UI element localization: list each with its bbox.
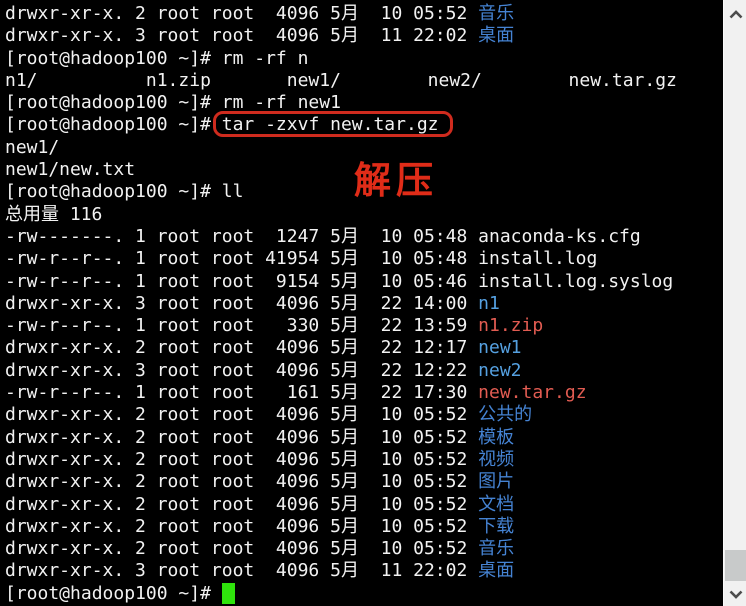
- terminal-text: drwxr-xr-x. 3 root root 4096 5月 22 12:22: [5, 359, 479, 381]
- terminal-line: 总用量 116: [5, 204, 723, 226]
- terminal-line: drwxr-xr-x. 2 root root 4096 5月 10 05:52…: [5, 471, 723, 493]
- terminal-text: 文档: [478, 493, 515, 515]
- terminal-text: [root@hadoop100 ~]#: [5, 582, 222, 604]
- terminal-text: n1/ n1.zip new1/ new2/ new.tar.gz: [5, 69, 677, 91]
- terminal-text: 桌面: [478, 560, 515, 582]
- terminal-line: drwxr-xr-x. 2 root root 4096 5月 10 05:52…: [5, 449, 723, 471]
- terminal-line: [root@hadoop100 ~]#: [5, 582, 723, 605]
- terminal-text: drwxr-xr-x. 2 root root 4096 5月 22 12:17: [5, 337, 479, 359]
- terminal-text: drwxr-xr-x. 2 root root 4096 5月 10 05:52: [5, 538, 479, 560]
- terminal-text: [root@hadoop100 ~]# ll: [5, 181, 244, 203]
- terminal-screen[interactable]: drwxr-xr-x. 2 root root 4096 5月 10 05:52…: [0, 0, 723, 606]
- terminal-text: drwxr-xr-x. 3 root root 4096 5月 11 22:02: [5, 25, 479, 47]
- terminal-line: drwxr-xr-x. 2 root root 4096 5月 10 05:52…: [5, 404, 723, 426]
- terminal-text: drwxr-xr-x. 2 root root 4096 5月 10 05:52: [5, 448, 479, 470]
- terminal-line: -rw-r--r--. 1 root root 41954 5月 10 05:4…: [5, 248, 723, 270]
- terminal-text: drwxr-xr-x. 2 root root 4096 5月 10 05:52: [5, 493, 479, 515]
- terminal-line: new1/new.txt: [5, 159, 723, 181]
- terminal-output: drwxr-xr-x. 2 root root 4096 5月 10 05:52…: [5, 3, 723, 605]
- terminal-text: 公共的: [478, 404, 533, 426]
- terminal-line: drwxr-xr-x. 2 root root 4096 5月 10 05:52…: [5, 516, 723, 538]
- terminal-text: -rw-r--r--. 1 root root 41954 5月 10 05:4…: [5, 248, 598, 270]
- scrollbar[interactable]: [723, 0, 746, 606]
- terminal-text: drwxr-xr-x. 2 root root 4096 5月 10 05:52: [5, 515, 479, 537]
- terminal-line: drwxr-xr-x. 3 root root 4096 5月 11 22:02…: [5, 25, 723, 47]
- terminal-line: -rw-------. 1 root root 1247 5月 10 05:48…: [5, 226, 723, 248]
- terminal-line: drwxr-xr-x. 2 root root 4096 5月 10 05:52…: [5, 538, 723, 560]
- terminal-text: n1: [478, 292, 500, 314]
- terminal-text: drwxr-xr-x. 2 root root 4096 5月 10 05:52: [5, 471, 479, 493]
- terminal-text: drwxr-xr-x. 2 root root 4096 5月 10 05:52: [5, 426, 479, 448]
- terminal-text: drwxr-xr-x. 3 root root 4096 5月 11 22:02: [5, 560, 479, 582]
- terminal-text: new.tar.gz: [478, 382, 587, 404]
- terminal-line: drwxr-xr-x. 2 root root 4096 5月 10 05:52…: [5, 494, 723, 516]
- terminal-text: new1/: [5, 136, 60, 158]
- terminal-text: 视频: [478, 448, 515, 470]
- terminal-text: new1/new.txt: [5, 159, 136, 181]
- terminal-line: drwxr-xr-x. 2 root root 4096 5月 22 12:17…: [5, 337, 723, 359]
- terminal-text: 下载: [478, 515, 515, 537]
- terminal-text: [root@hadoop100 ~]# rm -rf new1: [5, 92, 341, 114]
- terminal-line: drwxr-xr-x. 3 root root 4096 5月 11 22:02…: [5, 560, 723, 582]
- scrollbar-thumb[interactable]: [725, 550, 746, 581]
- terminal-text: [root@hadoop100 ~]#: [5, 114, 222, 136]
- terminal-text: -rw-r--r--. 1 root root 161 5月 22 17:30: [5, 382, 479, 404]
- chevron-down-icon: [729, 584, 743, 603]
- terminal-line: [root@hadoop100 ~]# tar -zxvf new.tar.gz: [5, 114, 723, 136]
- terminal-text: drwxr-xr-x. 2 root root 4096 5月 10 05:52: [5, 3, 479, 24]
- terminal-line: -rw-r--r--. 1 root root 9154 5月 10 05:46…: [5, 271, 723, 293]
- terminal-cursor: [221, 582, 235, 604]
- terminal-text: new2: [478, 359, 522, 381]
- highlighted-command: tar -zxvf new.tar.gz: [221, 114, 439, 136]
- terminal-line: n1/ n1.zip new1/ new2/ new.tar.gz: [5, 70, 723, 92]
- decompress-annotation: 解压: [354, 159, 438, 202]
- terminal-text: 图片: [478, 471, 515, 493]
- terminal-text: -rw-r--r--. 1 root root 330 5月 22 13:59: [5, 315, 479, 337]
- terminal-line: new1/: [5, 137, 723, 159]
- terminal-text: new1: [478, 337, 522, 359]
- terminal-text: 音乐: [478, 538, 515, 560]
- terminal-line: -rw-r--r--. 1 root root 161 5月 22 17:30 …: [5, 382, 723, 404]
- terminal-text: 桌面: [478, 25, 515, 47]
- terminal-text: 音乐: [478, 3, 515, 24]
- terminal-line: drwxr-xr-x. 3 root root 4096 5月 22 14:00…: [5, 293, 723, 315]
- terminal-line: [root@hadoop100 ~]# rm -rf new1: [5, 92, 723, 114]
- terminal-line: drwxr-xr-x. 2 root root 4096 5月 10 05:52…: [5, 427, 723, 449]
- terminal-text: 模板: [478, 426, 515, 448]
- terminal-line: -rw-r--r--. 1 root root 330 5月 22 13:59 …: [5, 315, 723, 337]
- terminal-line: drwxr-xr-x. 2 root root 4096 5月 10 05:52…: [5, 3, 723, 25]
- terminal-line: drwxr-xr-x. 3 root root 4096 5月 22 12:22…: [5, 360, 723, 382]
- chevron-up-icon: [729, 4, 743, 23]
- terminal-text: drwxr-xr-x. 2 root root 4096 5月 10 05:52: [5, 404, 479, 426]
- terminal-line: [root@hadoop100 ~]# rm -rf n: [5, 48, 723, 70]
- terminal-line: [root@hadoop100 ~]# ll: [5, 181, 723, 203]
- terminal-text: [root@hadoop100 ~]# rm -rf n: [5, 47, 309, 69]
- terminal-text: 总用量 116: [5, 203, 103, 225]
- scroll-up-button[interactable]: [724, 0, 746, 26]
- terminal-text: -rw-r--r--. 1 root root 9154 5月 10 05:46…: [5, 270, 674, 292]
- terminal-text: drwxr-xr-x. 3 root root 4096 5月 22 14:00: [5, 292, 479, 314]
- terminal-text: -rw-------. 1 root root 1247 5月 10 05:48…: [5, 225, 641, 247]
- scroll-down-button[interactable]: [724, 580, 746, 606]
- terminal-text: n1.zip: [478, 315, 544, 337]
